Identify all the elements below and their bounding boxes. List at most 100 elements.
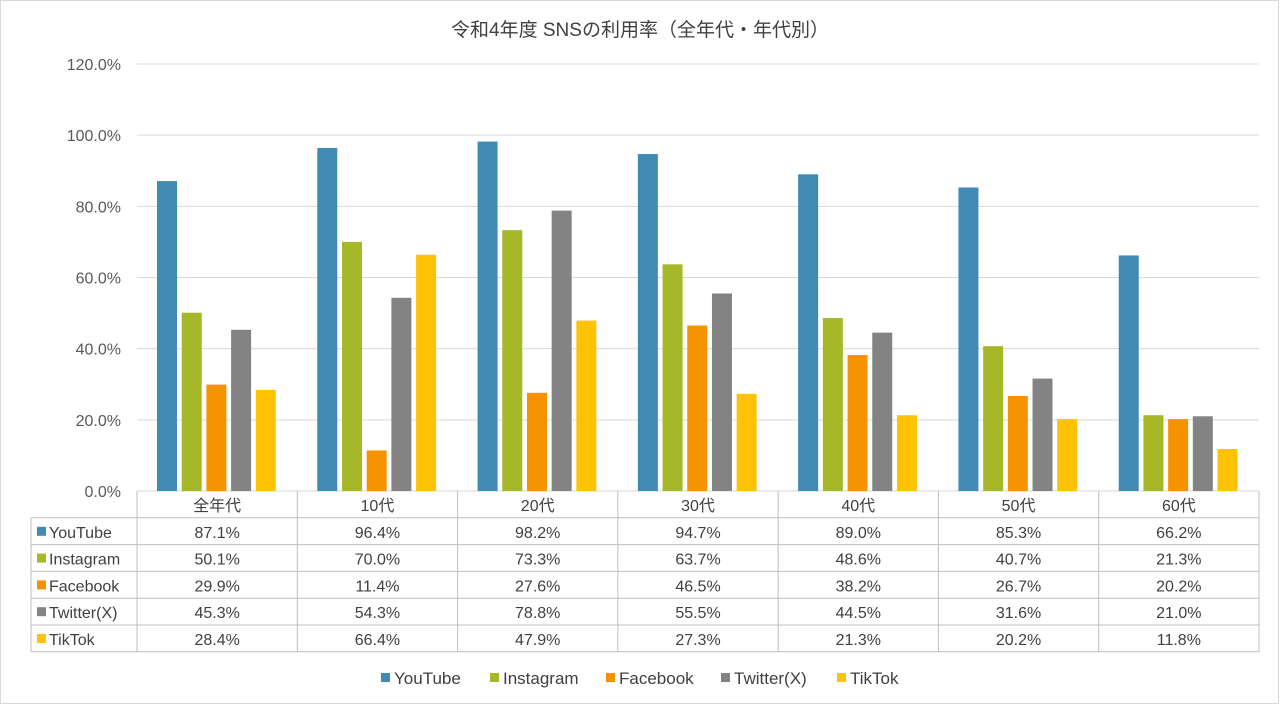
table-legend-key bbox=[37, 553, 46, 563]
data-label: 89.0% bbox=[836, 525, 881, 542]
y-axis-tick-labels: 0.0% 20.0% 40.0% 60.0% 80.0% 100.0% 120.0% bbox=[67, 57, 121, 501]
bar-tiktok bbox=[1057, 419, 1078, 491]
bar-instagram bbox=[502, 230, 523, 491]
data-label: 78.8% bbox=[515, 605, 560, 622]
y-tick-label: 0.0% bbox=[85, 484, 121, 501]
legend-label: Facebook bbox=[619, 669, 694, 688]
data-label: 21.3% bbox=[836, 632, 881, 649]
bar-twitter-x- bbox=[1032, 378, 1053, 491]
table-row-label: Instagram bbox=[49, 552, 120, 569]
data-label: 70.0% bbox=[355, 552, 400, 569]
data-label: 47.9% bbox=[515, 632, 560, 649]
y-tick-label: 80.0% bbox=[76, 199, 121, 216]
legend-label: TikTok bbox=[850, 669, 899, 688]
bar-youtube bbox=[958, 187, 979, 491]
data-label: 66.2% bbox=[1156, 525, 1201, 542]
data-label: 38.2% bbox=[836, 578, 881, 595]
category-label: 全年代 bbox=[193, 497, 241, 515]
data-label: 20.2% bbox=[996, 632, 1041, 649]
bar-tiktok bbox=[255, 389, 276, 491]
bar-instagram bbox=[341, 241, 362, 491]
bar-youtube bbox=[477, 141, 498, 492]
legend-key bbox=[381, 673, 390, 682]
data-label: 11.8% bbox=[1157, 632, 1201, 649]
data-label: 63.7% bbox=[675, 552, 720, 569]
data-label: 98.2% bbox=[515, 525, 560, 542]
y-tick-label: 40.0% bbox=[76, 342, 121, 359]
data-label: 40.7% bbox=[996, 552, 1041, 569]
y-tick-label: 20.0% bbox=[76, 413, 121, 430]
data-label: 46.5% bbox=[675, 578, 720, 595]
legend-key bbox=[606, 673, 615, 682]
table-legend-key bbox=[37, 580, 46, 590]
legend-label: YouTube bbox=[394, 669, 461, 688]
bar-tiktok bbox=[576, 320, 597, 491]
data-label: 29.9% bbox=[194, 578, 239, 595]
bar-facebook bbox=[687, 325, 708, 491]
data-label: 21.0% bbox=[1156, 605, 1201, 622]
bar-instagram bbox=[822, 318, 843, 491]
category-label: 40代 bbox=[841, 497, 875, 515]
data-label: 11.4% bbox=[355, 578, 399, 595]
bar-tiktok bbox=[736, 393, 757, 491]
legend-key bbox=[837, 673, 846, 682]
category-label: 20代 bbox=[521, 497, 555, 515]
y-tick-label: 100.0% bbox=[67, 128, 121, 145]
legend-label: Instagram bbox=[503, 669, 579, 688]
bar-youtube bbox=[798, 174, 819, 491]
data-label: 27.6% bbox=[515, 578, 560, 595]
bar-twitter-x- bbox=[551, 210, 572, 491]
data-label: 50.1% bbox=[194, 552, 239, 569]
data-label: 55.5% bbox=[675, 605, 720, 622]
data-label: 26.7% bbox=[996, 578, 1041, 595]
category-label: 10代 bbox=[361, 497, 395, 515]
data-label: 44.5% bbox=[836, 605, 881, 622]
y-tick-label: 120.0% bbox=[67, 57, 121, 74]
data-label: 21.3% bbox=[1156, 552, 1201, 569]
bar-facebook bbox=[206, 384, 227, 491]
bar-youtube bbox=[1118, 255, 1139, 491]
bars bbox=[157, 141, 1238, 492]
bar-youtube bbox=[317, 147, 338, 491]
data-label: 48.6% bbox=[836, 552, 881, 569]
bar-youtube bbox=[157, 181, 177, 492]
category-label: 30代 bbox=[681, 497, 715, 515]
legend-key bbox=[721, 673, 730, 682]
data-label: 20.2% bbox=[1156, 578, 1201, 595]
bar-tiktok bbox=[416, 254, 437, 491]
bar-twitter-x- bbox=[391, 297, 412, 491]
bar-twitter-x- bbox=[1192, 416, 1213, 491]
data-label: 66.4% bbox=[355, 632, 400, 649]
chart-title: 令和4年度 SNSの利用率（全年代・年代別） bbox=[451, 19, 829, 41]
category-label: 50代 bbox=[1002, 497, 1036, 515]
data-label: 54.3% bbox=[355, 605, 400, 622]
bar-youtube bbox=[637, 154, 658, 492]
bar-facebook bbox=[1007, 395, 1028, 491]
legend-label: Twitter(X) bbox=[734, 669, 807, 688]
legend-key bbox=[490, 673, 499, 682]
bar-facebook bbox=[847, 355, 868, 491]
data-label: 27.3% bbox=[675, 632, 720, 649]
data-label: 87.1% bbox=[194, 525, 239, 542]
bar-facebook bbox=[526, 392, 547, 491]
table-legend-key bbox=[37, 607, 46, 617]
category-label: 60代 bbox=[1162, 497, 1196, 515]
table-legend-key bbox=[37, 526, 46, 536]
bar-instagram bbox=[1143, 415, 1164, 491]
table-row-label: TikTok bbox=[49, 632, 96, 649]
bar-twitter-x- bbox=[231, 329, 252, 491]
data-table: 全年代 10代 20代 30代 40代 50代 60代 YouTube 87.1% 96.4% 98… bbox=[30, 491, 1260, 653]
bar-tiktok bbox=[896, 415, 917, 491]
table-row-label: Facebook bbox=[49, 578, 120, 595]
data-label: 85.3% bbox=[996, 525, 1041, 542]
y-tick-label: 60.0% bbox=[76, 271, 121, 288]
bar-facebook bbox=[366, 450, 387, 491]
bar-twitter-x- bbox=[711, 293, 732, 491]
data-label: 96.4% bbox=[355, 525, 400, 542]
bar-instagram bbox=[181, 312, 202, 491]
data-label: 94.7% bbox=[675, 525, 720, 542]
data-label: 73.3% bbox=[515, 552, 560, 569]
legend: YouTube Instagram Facebook Twitter(X) TikTok bbox=[381, 669, 899, 688]
table-row-label: YouTube bbox=[49, 525, 112, 542]
data-label: 28.4% bbox=[194, 632, 239, 649]
